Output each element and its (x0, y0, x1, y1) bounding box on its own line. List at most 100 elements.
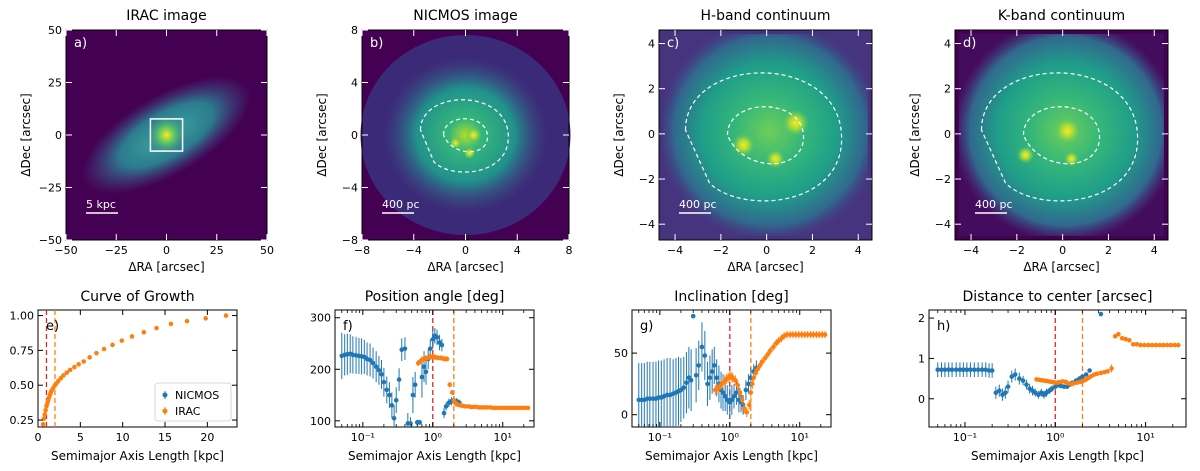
data-point (154, 325, 159, 331)
y-tick-label: 0 (351, 129, 358, 142)
x-tick-label: 0 (163, 244, 170, 257)
data-point (733, 377, 738, 383)
data-point (759, 359, 765, 365)
data-point (693, 372, 699, 378)
bright-knot (731, 133, 756, 157)
panel-label: g) (640, 319, 653, 334)
data-point (935, 367, 941, 373)
x-axis-label: ΔRA [arcsec] (1023, 260, 1099, 274)
panel-d: K-band continuum d) 400 pc −4 −2 0 2 4 −4 −2 0 2 4 ΔR… (908, 8, 1169, 274)
data-point (67, 367, 73, 373)
panel-label: d) (963, 36, 976, 51)
data-point (1168, 342, 1174, 348)
x-tick-label: 2 (1105, 244, 1112, 257)
data-point (421, 364, 427, 369)
data-point (1153, 342, 1159, 348)
y-tick-label: 100 (310, 415, 331, 428)
x-tick-label: −4 (667, 244, 683, 257)
data-point (711, 363, 717, 368)
panel-title: Inclination [deg] (674, 289, 789, 305)
data-point (707, 375, 713, 381)
data-point (443, 404, 449, 409)
data-point (101, 346, 107, 352)
x-tick-label: 5 (77, 431, 84, 444)
data-point (417, 420, 422, 425)
data-point (447, 382, 453, 388)
data-point (1017, 376, 1022, 381)
bright-knot (1016, 146, 1035, 164)
data-point (396, 377, 402, 382)
y-tick-label: 2 (944, 83, 951, 96)
x-axis-label: ΔRA [arcsec] (427, 260, 503, 274)
x-tick-label: 2 (809, 244, 816, 257)
data-point (957, 367, 963, 373)
data-point (1094, 371, 1100, 377)
panel-title: IRAC image (126, 8, 206, 24)
y-tick-label: 4 (351, 77, 358, 90)
x-axis-label: Semimajor Axis Length [kpc] (51, 449, 224, 463)
data-point (696, 363, 702, 368)
x-tick-label: 50 (260, 244, 274, 257)
panel-a: IRAC image a) 5 kpc −50 −25 0 25 50 −50 −25 0 25 50 Δ… (19, 8, 274, 274)
y-tick-label: 0 (944, 128, 951, 141)
data-point (184, 318, 190, 324)
data-point (389, 403, 395, 408)
x-tick-label: −8 (354, 244, 370, 257)
data-point (720, 390, 726, 395)
legend-label: NICMOS (175, 389, 219, 402)
data-point (1161, 342, 1166, 348)
data-point (688, 377, 694, 383)
data-point (1003, 390, 1008, 396)
data-point (743, 387, 749, 393)
data-point (379, 372, 384, 377)
data-point (1020, 378, 1026, 383)
data-point (381, 379, 387, 385)
scalebar-label: 5 kpc (86, 198, 116, 211)
data-point (731, 393, 737, 399)
x-tick-label: −50 (54, 244, 77, 257)
data-point (1024, 382, 1029, 387)
contour-inner (726, 106, 805, 165)
data-point (690, 313, 696, 319)
data-point (942, 367, 948, 373)
data-point (1138, 342, 1143, 348)
data-point (739, 397, 745, 403)
data-point (402, 346, 408, 351)
legend-box (154, 382, 232, 422)
legend-marker (162, 392, 168, 398)
data-point (714, 375, 719, 381)
x-tick-label: 15 (158, 431, 172, 444)
x-tick-label: 10 (116, 431, 130, 444)
data-point (735, 382, 741, 388)
series-irac (415, 354, 531, 411)
panel-f: Position angle [deg] 10⁻¹ 10⁰ 10¹ 100 200 300 f… (310, 289, 535, 463)
x-tick-label: −2 (1009, 244, 1025, 257)
contour-inner (1022, 106, 1101, 165)
data-point (40, 421, 46, 427)
data-point (1123, 336, 1128, 342)
panel-e: Curve of Growth 0 5 10 15 20 0.25 0.50 0.75 1.00 e… (10, 289, 238, 463)
y-tick-label: 300 (310, 312, 331, 325)
bright-knot (465, 127, 482, 143)
data-point (737, 390, 743, 395)
y-tick-label: −4 (342, 182, 358, 195)
galaxy-disk (663, 34, 868, 236)
data-point (946, 367, 951, 373)
contour-outer (684, 72, 843, 202)
data-point (734, 390, 739, 395)
y-axis-label: ΔDec [arcsec] (612, 93, 626, 176)
data-point (1157, 342, 1162, 348)
x-tick-label: 10⁰ (721, 431, 740, 444)
data-point (87, 355, 92, 360)
bright-knot (765, 149, 786, 169)
y-axis-label: ΔDec [arcsec] (19, 93, 33, 176)
y-axis-label: ΔDec [arcsec] (315, 93, 329, 176)
data-point (968, 367, 973, 373)
panel-label: c) (667, 36, 679, 51)
data-point (1134, 341, 1140, 347)
data-point (1009, 374, 1015, 379)
y-tick-label: −2 (935, 173, 951, 186)
x-tick-label: 4 (855, 244, 862, 257)
y-tick-label: −50 (39, 234, 62, 247)
x-tick-label: 10¹ (1136, 431, 1154, 444)
